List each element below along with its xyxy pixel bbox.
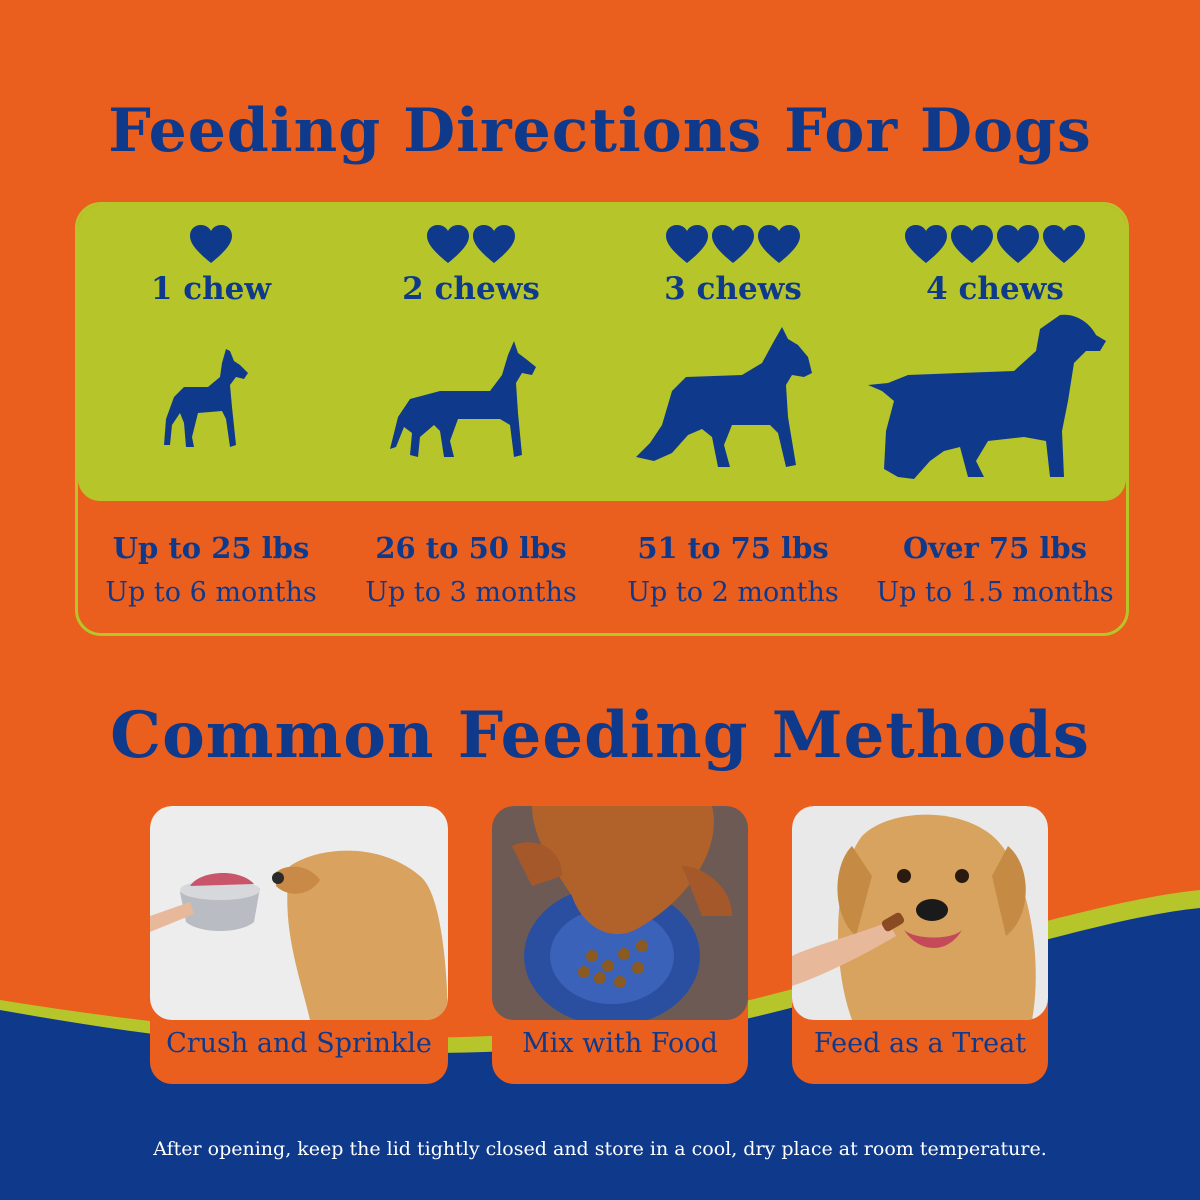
feeding-directions-panel: 1 chew Up to 25 lbs Up to 6 months 2 che… — [75, 202, 1129, 636]
heart-icon — [473, 225, 515, 263]
spaniel-silhouette-icon — [868, 314, 1106, 479]
heart-icon — [190, 225, 232, 263]
storage-note: After opening, keep the lid tightly clos… — [153, 1138, 1047, 1160]
duration: Up to 1.5 months — [876, 577, 1114, 608]
chews-count: 2 chews — [402, 271, 540, 307]
dog-eating-kibble-photo — [492, 806, 748, 1020]
method-card-crush: Crush and Sprinkle — [150, 806, 448, 1084]
schnauzer-silhouette-icon — [636, 327, 812, 467]
method-card-treat: Feed as a Treat — [792, 806, 1048, 1084]
weight-range: 26 to 50 lbs — [375, 531, 567, 565]
dog-sniffing-bowl-photo — [150, 806, 448, 1020]
medium-dog-silhouette-icon — [390, 341, 536, 457]
hearts-row — [340, 225, 602, 265]
weight-range: 51 to 75 lbs — [637, 531, 829, 565]
method-label: Mix with Food — [522, 1028, 718, 1059]
heart-icon — [905, 225, 947, 263]
heart-icon — [712, 225, 754, 263]
panel-top-band — [78, 205, 1126, 501]
method-label: Feed as a Treat — [813, 1028, 1027, 1059]
heart-icon — [951, 225, 993, 263]
direction-column-2: 2 chews 26 to 50 lbs Up to 3 months — [340, 205, 602, 633]
hearts-row — [80, 225, 342, 265]
weight-range: Over 75 lbs — [902, 531, 1087, 565]
direction-column-4: 4 chews Over 75 lbs Up to 1.5 months — [864, 205, 1126, 633]
weight-range: Up to 25 lbs — [112, 531, 310, 565]
dog-taking-treat-photo — [792, 806, 1048, 1020]
duration: Up to 2 months — [627, 577, 839, 608]
chews-count: 3 chews — [664, 271, 802, 307]
methods-title: Common Feeding Methods — [110, 698, 1090, 773]
page-title: Feeding Directions For Dogs — [108, 96, 1092, 166]
direction-column-3: 3 chews 51 to 75 lbs Up to 2 months — [602, 205, 864, 633]
heart-icon — [427, 225, 469, 263]
duration: Up to 6 months — [105, 577, 317, 608]
chews-count: 1 chew — [150, 271, 272, 307]
direction-column-1: 1 chew Up to 25 lbs Up to 6 months — [80, 205, 342, 633]
hearts-row — [602, 225, 864, 265]
hearts-row — [864, 225, 1126, 265]
heart-icon — [997, 225, 1039, 263]
duration: Up to 3 months — [365, 577, 577, 608]
heart-icon — [1043, 225, 1085, 263]
small-dog-silhouette-icon — [164, 349, 248, 447]
chews-count: 4 chews — [926, 271, 1064, 307]
method-label: Crush and Sprinkle — [166, 1028, 432, 1059]
heart-icon — [666, 225, 708, 263]
heart-icon — [758, 225, 800, 263]
method-card-mix: Mix with Food — [492, 806, 748, 1084]
